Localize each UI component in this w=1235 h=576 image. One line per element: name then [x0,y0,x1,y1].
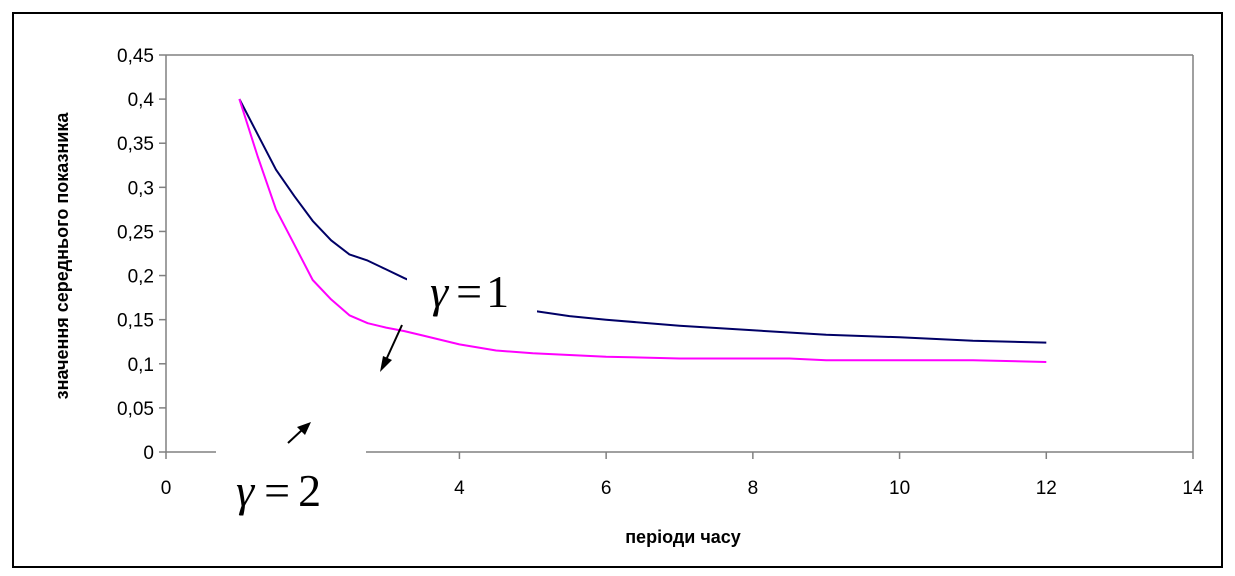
y-tick-label: 0,2 [128,267,154,288]
annotation-gamma-1: γ =1 [407,256,537,322]
y-tick-label: 0,25 [117,222,154,243]
x-tick-label: 12 [1036,478,1057,499]
x-tick-label: 4 [454,478,465,499]
series-layer [238,98,1047,363]
svg-text:γ=2: γ = 2 [236,465,321,516]
x-tick-label: 10 [889,478,910,499]
equals-sign: = [456,266,482,317]
arrow-gamma-1 [380,324,403,372]
arrow-gamma-2 [287,422,311,444]
x-tick-label: 0 [161,478,172,499]
y-tick-label: 0,3 [128,178,154,199]
x-axis-title: періоди часу [625,527,741,547]
svg-text:γ=1: γ =1 [430,266,509,317]
y-axis-title: значення середнього показника [52,112,72,400]
x-tick-label: 14 [1182,478,1204,499]
x-tick-label: 8 [748,478,759,499]
y-tick-label: 0,4 [128,90,155,111]
annotation-gamma-2: γ = 2 [216,446,366,516]
tick-layer: 00,050,10,150,20,250,30,350,40,450246810… [117,46,1204,499]
plot-area: 00,050,10,150,20,250,30,350,40,450246810… [117,46,1204,499]
y-tick-label: 0 [143,443,154,464]
y-tick-label: 0,45 [117,46,154,67]
series-line-1 [238,98,1047,344]
equals-sign: = [264,465,290,516]
gamma-symbol: γ [236,465,256,516]
gamma-value: 1 [486,266,509,317]
annotation-gamma-2-mask [216,446,366,516]
chart-frame [12,12,1223,568]
y-tick-label: 0,15 [117,311,154,332]
gamma-symbol: γ [430,266,450,317]
y-tick-label: 0,35 [117,134,154,155]
annotation-gamma-1-mask [407,256,537,322]
y-tick-label: 0,05 [117,399,154,420]
gamma-value: 2 [298,465,321,516]
series-line-2 [238,98,1047,363]
y-tick-label: 0,1 [128,355,154,376]
x-tick-label: 6 [601,478,612,499]
